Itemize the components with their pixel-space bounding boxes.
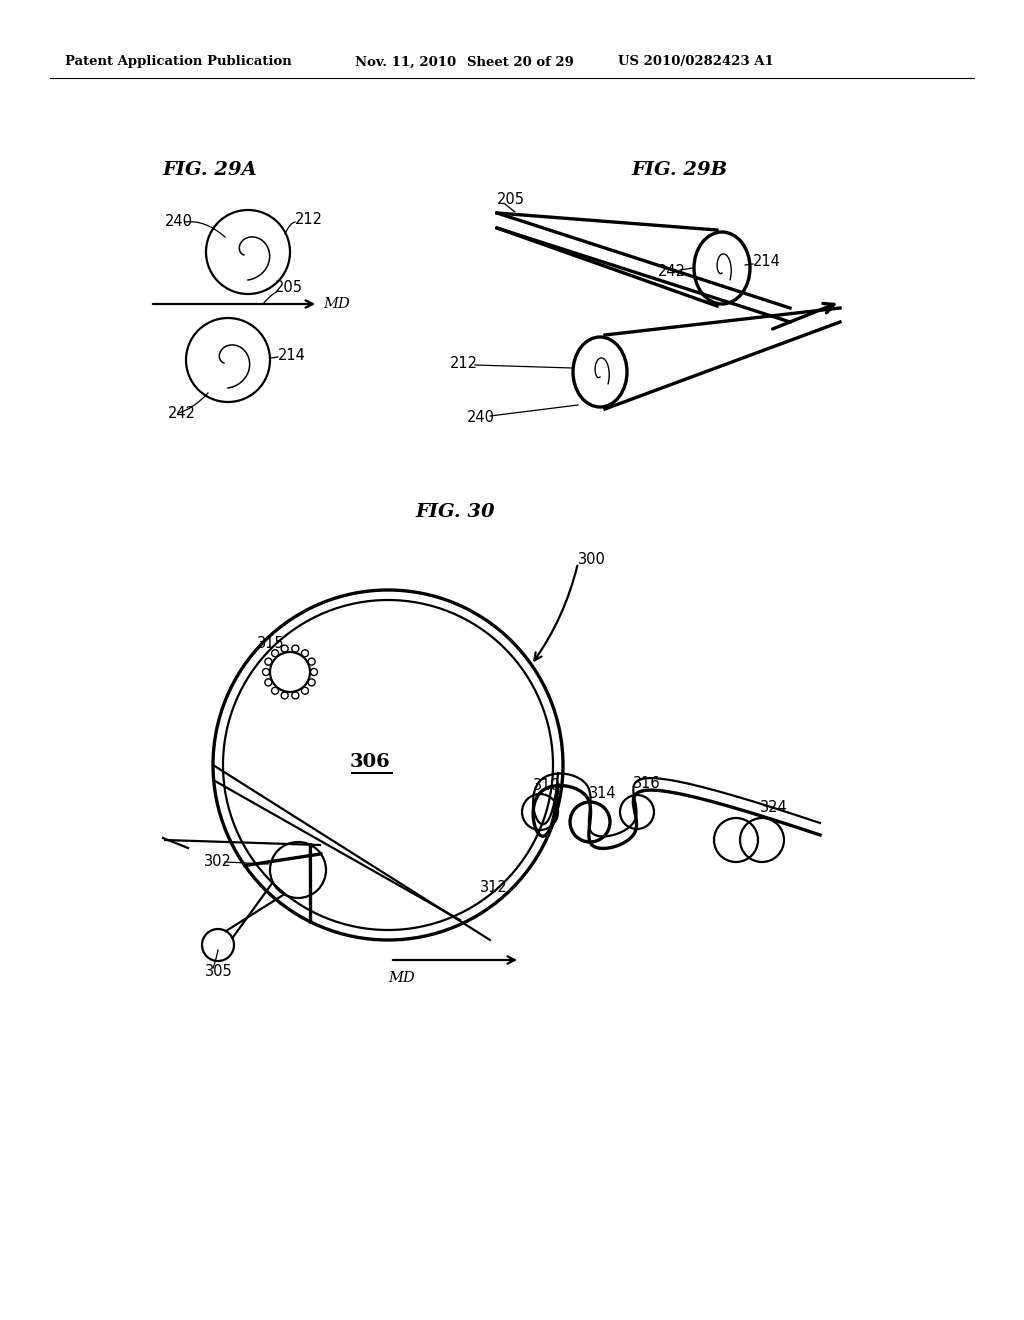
- Text: FIG. 29B: FIG. 29B: [632, 161, 728, 180]
- Text: FIG. 30: FIG. 30: [415, 503, 495, 521]
- Text: Sheet 20 of 29: Sheet 20 of 29: [467, 55, 573, 69]
- Text: 324: 324: [760, 800, 787, 816]
- Text: 214: 214: [278, 347, 306, 363]
- Text: MD: MD: [388, 972, 415, 985]
- Text: US 2010/0282423 A1: US 2010/0282423 A1: [618, 55, 774, 69]
- Text: 310: 310: [534, 777, 561, 792]
- Text: 316: 316: [633, 776, 660, 792]
- Text: 315: 315: [257, 636, 285, 652]
- Text: 314: 314: [589, 785, 616, 800]
- Text: 302: 302: [204, 854, 231, 870]
- Text: 305: 305: [205, 965, 232, 979]
- Text: 242: 242: [658, 264, 686, 280]
- Text: 242: 242: [168, 405, 196, 421]
- Text: 306: 306: [349, 752, 390, 771]
- Text: 240: 240: [165, 214, 193, 230]
- Text: FIG. 29A: FIG. 29A: [163, 161, 257, 180]
- Text: 300: 300: [578, 553, 606, 568]
- Text: 214: 214: [753, 255, 781, 269]
- Text: Nov. 11, 2010: Nov. 11, 2010: [355, 55, 456, 69]
- Text: 212: 212: [450, 355, 478, 371]
- Text: 212: 212: [295, 213, 323, 227]
- Text: MD: MD: [323, 297, 350, 312]
- Text: 205: 205: [497, 193, 525, 207]
- Text: Patent Application Publication: Patent Application Publication: [65, 55, 292, 69]
- Text: 205: 205: [275, 280, 303, 294]
- Text: 240: 240: [467, 411, 495, 425]
- Text: 312: 312: [480, 880, 508, 895]
